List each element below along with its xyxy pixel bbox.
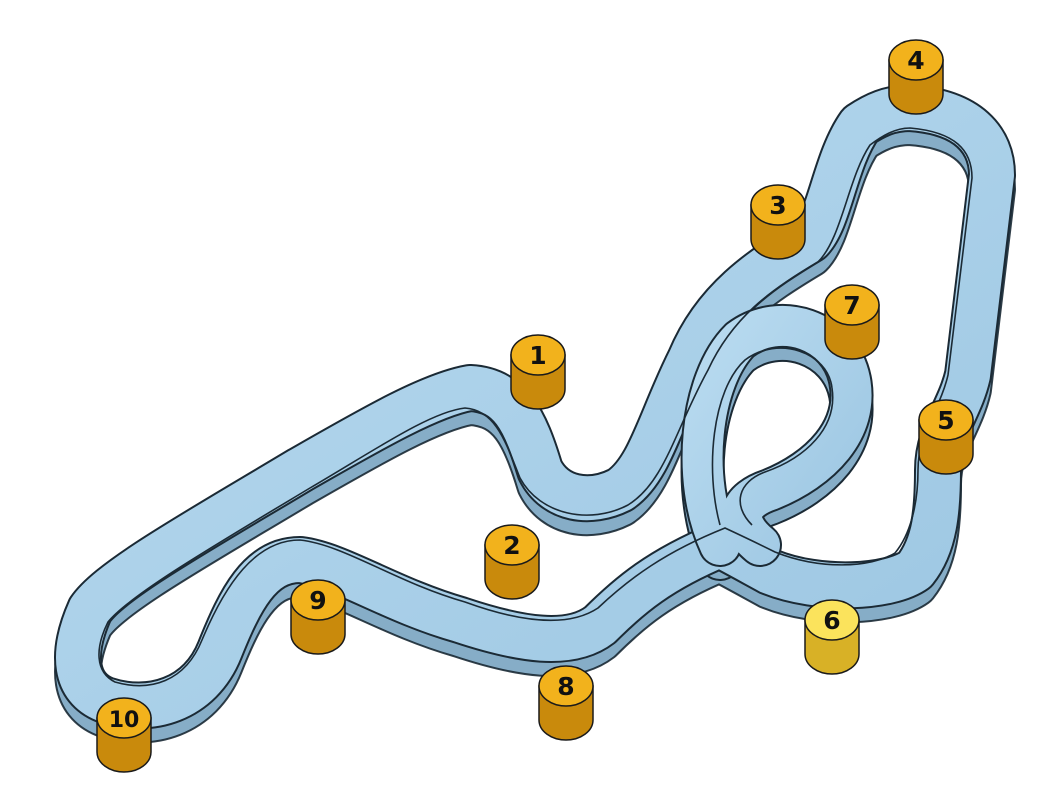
- marker-10-label: 10: [109, 708, 140, 733]
- marker-3: 3: [750, 184, 806, 260]
- marker-2: 2: [484, 524, 540, 600]
- marker-4-cap: [888, 39, 944, 81]
- marker-7-cap: [824, 284, 880, 326]
- marker-3-label: 3: [769, 191, 786, 220]
- loop-center-line: [711, 347, 834, 526]
- marker-layer: 1 2 3 4 5 6 7 8 9 10: [96, 39, 974, 773]
- loop-top: [682, 305, 872, 565]
- marker-10: 10: [96, 697, 152, 773]
- marker-10-cap: [96, 697, 152, 739]
- marker-9: 9: [290, 579, 346, 655]
- marker-9-cap: [290, 579, 346, 621]
- marker-5-label: 5: [937, 406, 954, 435]
- marker-2-label: 2: [503, 531, 520, 560]
- marker-6: 6: [804, 599, 860, 675]
- marker-9-label: 9: [309, 586, 326, 615]
- marker-6-cap: [804, 599, 860, 641]
- marker-5: 5: [918, 399, 974, 475]
- marker-3-cap: [750, 184, 806, 226]
- marker-4: 4: [888, 39, 944, 115]
- marker-1: 1: [510, 334, 566, 410]
- marker-8-label: 8: [557, 672, 574, 701]
- marker-5-cap: [918, 399, 974, 441]
- track-center-line: [98, 127, 973, 687]
- marker-6-label: 6: [823, 606, 840, 635]
- marker-7-label: 7: [843, 291, 860, 320]
- marker-8-cap: [538, 665, 594, 707]
- marker-2-cap: [484, 524, 540, 566]
- marker-8: 8: [538, 665, 594, 741]
- marker-7: 7: [824, 284, 880, 360]
- marker-1-label: 1: [529, 341, 546, 370]
- marker-1-cap: [510, 334, 566, 376]
- marker-4-label: 4: [907, 46, 924, 75]
- track-top: [56, 86, 1014, 728]
